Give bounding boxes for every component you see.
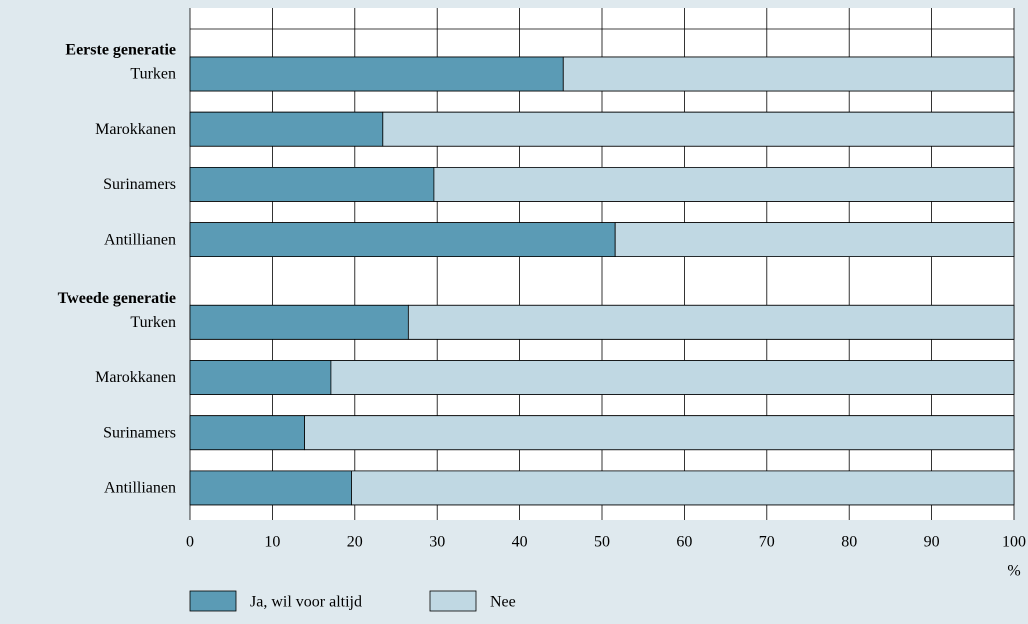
legend-label: Nee: [490, 594, 516, 611]
y-tick-label: Antillianen: [104, 480, 176, 497]
x-tick-label: 80: [841, 534, 857, 551]
y-tick-label: Surinamers: [103, 176, 176, 193]
legend-swatch: [189, 590, 237, 612]
x-tick-label: 10: [264, 534, 280, 551]
x-axis-label: %: [1007, 563, 1020, 580]
x-tick-label: 90: [924, 534, 940, 551]
bar-segment: [407, 304, 1015, 340]
legend-swatch: [429, 590, 477, 612]
bar-segment: [351, 470, 1015, 506]
bar-segment: [189, 56, 564, 92]
x-tick-label: 50: [594, 534, 610, 551]
bar-segment: [433, 166, 1015, 202]
y-tick-label: Surinamers: [103, 424, 176, 441]
y-tick-label: Marokkanen: [95, 121, 176, 138]
bar-segment: [382, 111, 1015, 147]
legend-label: Ja, wil voor altijd: [250, 594, 362, 611]
bar-segment: [562, 56, 1015, 92]
x-tick-label: 30: [429, 534, 445, 551]
group-label: Tweede generatie: [58, 290, 176, 307]
y-tick-label: Marokkanen: [95, 369, 176, 386]
y-tick-label: Antillianen: [104, 231, 176, 248]
bar-segment: [189, 360, 332, 395]
x-tick-label: 20: [347, 534, 363, 551]
group-label: Eerste generatie: [65, 42, 176, 59]
x-tick-label: 70: [759, 534, 775, 551]
bar-segment: [189, 415, 305, 451]
bar-segment: [330, 360, 1015, 395]
y-tick-label: Turken: [130, 314, 176, 331]
bar-segment: [189, 166, 435, 202]
bar-segment: [189, 304, 409, 340]
bar-segment: [304, 415, 1015, 451]
y-tick-label: Turken: [130, 66, 176, 83]
x-tick-label: 100: [1002, 534, 1026, 551]
bar-segment: [189, 111, 384, 147]
x-tick-label: 60: [676, 534, 692, 551]
bar-segment: [189, 470, 352, 506]
x-tick-label: 40: [512, 534, 528, 551]
bar-segment: [189, 222, 616, 258]
bar-segment: [614, 222, 1015, 258]
x-tick-label: 0: [186, 534, 194, 551]
